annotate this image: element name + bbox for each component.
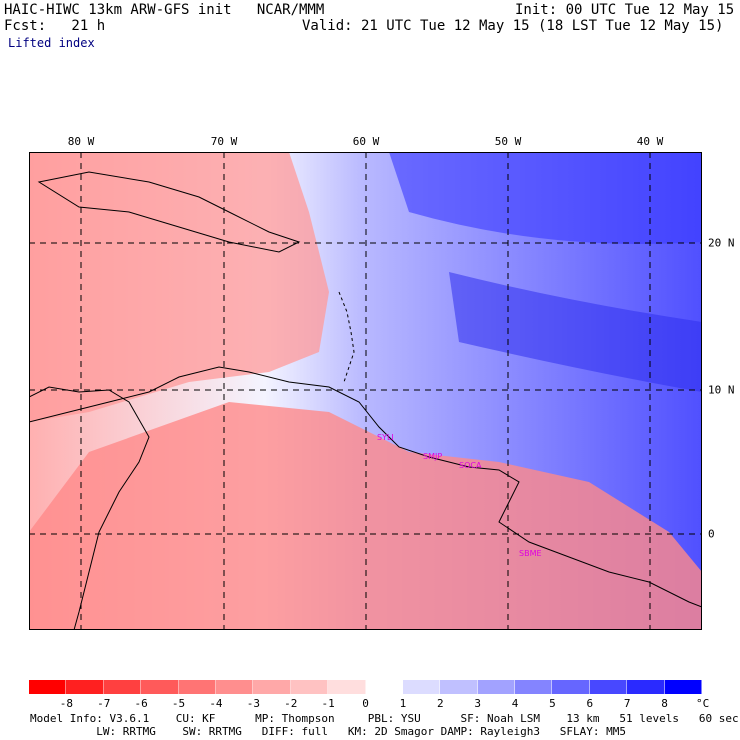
color-bar-label: -5 <box>171 697 186 710</box>
lat-label: 10 N <box>708 383 735 397</box>
color-bar <box>29 680 703 694</box>
lon-label: 80 W <box>67 135 95 148</box>
lon-label: 70 W <box>210 135 238 148</box>
color-bar-swatch <box>215 680 254 694</box>
color-bar-swatch <box>328 680 366 694</box>
color-bar-swatch <box>552 680 590 694</box>
station-syli: SYLI <box>377 433 394 442</box>
stable-band <box>449 272 702 392</box>
graticule <box>29 152 702 630</box>
greater-antilles <box>37 171 301 253</box>
model-title: HAIC-HIWC 13km ARW-GFS init NCAR/MMM <box>4 2 325 18</box>
color-bar-swatch <box>253 680 291 694</box>
color-bar-swatch <box>290 680 329 694</box>
color-bar-swatch <box>141 680 179 694</box>
color-bar-label: 2 <box>436 697 444 710</box>
station-sbme: SBME <box>519 549 542 558</box>
color-bar-label: 0 <box>362 697 369 710</box>
color-bar-label: 8 <box>661 697 668 710</box>
lon-label: 40 W <box>636 135 664 148</box>
lon-label: 50 W <box>494 135 522 148</box>
color-bar-label: 4 <box>511 697 519 710</box>
stable-north <box>389 152 702 244</box>
color-bar-label: -8 <box>59 697 73 710</box>
color-bar-unit: °C <box>696 697 710 710</box>
field-name: Lifted index <box>8 36 95 50</box>
color-bar-label: 5 <box>549 697 556 710</box>
color-bar-swatch <box>66 680 104 694</box>
lifted-index-map: SYLI SMJP SOCA SBME <box>29 152 702 630</box>
color-bar-label: 7 <box>623 697 631 710</box>
station-smjp: SMJP <box>423 452 442 461</box>
model-info-line1: Model Info: V3.6.1 CU: KF MP: Thompson P… <box>30 712 739 725</box>
color-bar-label: -7 <box>97 697 111 710</box>
model-info-line2: LW: RRTMG SW: RRTMG DIFF: full KM: 2D Sm… <box>30 725 627 738</box>
station-soca: SOCA <box>459 461 482 470</box>
color-bar-swatch <box>103 680 142 694</box>
color-bar-swatch <box>178 680 216 694</box>
color-bar-swatch <box>29 680 67 694</box>
central-america-coast <box>29 386 150 630</box>
lat-label: 20 N <box>708 236 735 250</box>
color-bar-swatch <box>664 680 703 694</box>
color-bar-swatch <box>627 680 665 694</box>
color-bar-label: -3 <box>246 697 260 710</box>
antilles-arc <box>338 291 355 383</box>
color-bar-label: 6 <box>586 697 594 710</box>
color-bar-label: -2 <box>284 697 298 710</box>
lat-label: 0 <box>708 527 715 541</box>
forecast-hour: Fcst: 21 h <box>4 18 106 34</box>
color-bar-label: 3 <box>474 697 481 710</box>
coastline <box>29 366 702 608</box>
init-time: Init: 00 UTC Tue 12 May 15 <box>515 2 735 18</box>
color-bar-label: -6 <box>134 697 148 710</box>
color-bar-swatch <box>589 680 628 694</box>
color-bar-swatch <box>402 680 441 694</box>
map-frame <box>29 152 702 630</box>
color-bar-label: 1 <box>399 697 407 710</box>
color-bar-swatch <box>440 680 478 694</box>
color-bar-swatch <box>365 680 403 694</box>
color-bar-label: -4 <box>209 697 223 710</box>
warm-region-north <box>29 152 329 422</box>
lon-label: 60 W <box>352 135 380 148</box>
color-bar-label: -1 <box>321 697 335 710</box>
valid-time: Valid: 21 UTC Tue 12 May 15 (18 LST Tue … <box>302 18 724 34</box>
color-bar-swatch <box>515 680 553 694</box>
color-bar-swatch <box>477 680 516 694</box>
